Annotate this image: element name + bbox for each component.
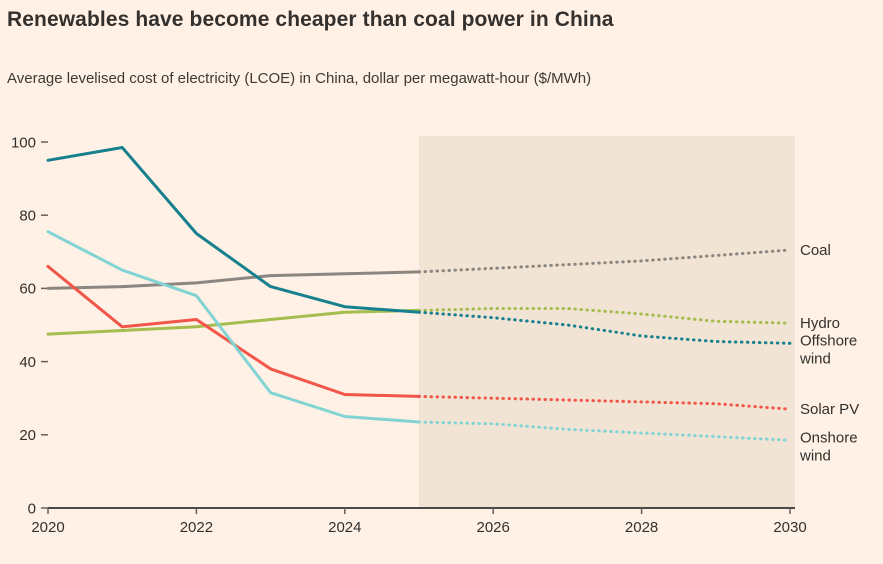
series-line-offshore-wind-historic [46,146,421,314]
series-line-hydro-historic [46,308,421,336]
x-tick-label-2026: 2026 [477,519,510,536]
series-label-onshore-wind: Onshore wind [799,429,858,464]
x-tick-label-2028: 2028 [625,519,658,536]
series-label-solar-pv: Solar PV [800,401,859,418]
x-tick-label-2030: 2030 [773,519,806,536]
series-line-solar-pv-forecast [417,394,792,411]
y-tick-label-40: 40 [19,354,36,371]
series-line-onshore-wind-forecast [417,420,792,442]
series-label-hydro: Hydro [800,315,840,332]
chart-subtitle: Average levelised cost of electricity (L… [7,70,592,87]
series-line-onshore-wind-historic [46,230,421,424]
x-tick-label-2024: 2024 [328,519,361,536]
series-label-offshore-wind: Offshore wind [799,332,857,367]
series-line-offshore-wind-forecast [417,310,792,345]
y-tick-label-100: 100 [11,134,36,151]
series-label-coal: Coal [800,242,831,259]
series-line-hydro-forecast [417,307,792,325]
x-tick-label-2020: 2020 [31,519,64,536]
forecast-band [419,136,795,508]
x-tick-label-2022: 2022 [180,519,213,536]
y-tick-label-0: 0 [28,500,36,517]
series-line-coal-forecast [417,248,792,274]
series-line-coal-historic [46,270,421,290]
y-tick-label-60: 60 [19,281,36,298]
chart-title: Renewables have become cheaper than coal… [7,8,614,31]
y-tick-label-80: 80 [19,207,36,224]
y-tick-label-20: 20 [19,427,36,444]
